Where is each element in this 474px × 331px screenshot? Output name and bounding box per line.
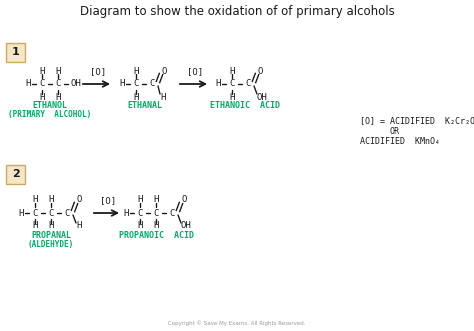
Text: H: H bbox=[25, 79, 31, 88]
Text: PROPANAL: PROPANAL bbox=[31, 230, 71, 240]
Text: ACIDIFIED  KMnO₄: ACIDIFIED KMnO₄ bbox=[360, 136, 440, 146]
Text: H: H bbox=[153, 221, 159, 230]
Text: OH: OH bbox=[256, 92, 267, 102]
Text: H: H bbox=[133, 67, 139, 75]
Text: H: H bbox=[119, 79, 125, 88]
Text: H: H bbox=[39, 92, 45, 102]
Text: O: O bbox=[257, 67, 263, 75]
Text: C: C bbox=[246, 79, 251, 88]
Text: H: H bbox=[137, 221, 143, 230]
Text: Diagram to show the oxidation of of primary alcohols: Diagram to show the oxidation of of prim… bbox=[80, 5, 394, 18]
FancyBboxPatch shape bbox=[7, 42, 26, 62]
Text: C: C bbox=[149, 79, 155, 88]
Text: C: C bbox=[133, 79, 139, 88]
Text: H: H bbox=[55, 92, 61, 102]
Text: C: C bbox=[64, 209, 70, 217]
Text: H: H bbox=[160, 92, 166, 102]
Text: H: H bbox=[39, 67, 45, 75]
Text: C: C bbox=[39, 79, 45, 88]
Text: C: C bbox=[137, 209, 143, 217]
Text: 2: 2 bbox=[12, 169, 20, 179]
Text: O: O bbox=[76, 196, 82, 205]
Text: OH: OH bbox=[181, 221, 191, 230]
Text: Copyright © Save My Exams. All Rights Reserved.: Copyright © Save My Exams. All Rights Re… bbox=[168, 320, 306, 326]
Text: H: H bbox=[133, 92, 139, 102]
Text: ETHANOIC  ACID: ETHANOIC ACID bbox=[210, 102, 280, 111]
Text: PROPANOIC  ACID: PROPANOIC ACID bbox=[119, 230, 194, 240]
Text: ETHANOL: ETHANOL bbox=[33, 102, 67, 111]
Text: C: C bbox=[169, 209, 175, 217]
Text: 1: 1 bbox=[12, 47, 20, 57]
Text: H: H bbox=[55, 67, 61, 75]
Text: ETHANAL: ETHANAL bbox=[128, 102, 163, 111]
Text: C: C bbox=[229, 79, 235, 88]
Text: H: H bbox=[229, 67, 235, 75]
Text: H: H bbox=[76, 221, 82, 230]
Text: H: H bbox=[18, 209, 24, 217]
Text: [O] = ACIDIFIED  K₂Cr₂O₇: [O] = ACIDIFIED K₂Cr₂O₇ bbox=[360, 117, 474, 125]
Text: H: H bbox=[123, 209, 128, 217]
Text: H: H bbox=[137, 196, 143, 205]
Text: [O]: [O] bbox=[100, 197, 116, 206]
Text: (ALDEHYDE): (ALDEHYDE) bbox=[28, 240, 74, 249]
FancyBboxPatch shape bbox=[7, 165, 26, 183]
Text: H: H bbox=[215, 79, 221, 88]
Text: H: H bbox=[229, 92, 235, 102]
Text: C: C bbox=[48, 209, 54, 217]
Text: [O]: [O] bbox=[90, 68, 106, 76]
Text: OH: OH bbox=[71, 79, 82, 88]
Text: OR: OR bbox=[390, 126, 400, 135]
Text: H: H bbox=[153, 196, 159, 205]
Text: [O]: [O] bbox=[187, 68, 203, 76]
Text: C: C bbox=[153, 209, 159, 217]
Text: O: O bbox=[182, 196, 187, 205]
Text: (PRIMARY  ALCOHOL): (PRIMARY ALCOHOL) bbox=[9, 111, 91, 119]
Text: H: H bbox=[48, 196, 54, 205]
Text: O: O bbox=[161, 67, 167, 75]
Text: C: C bbox=[55, 79, 61, 88]
Text: H: H bbox=[48, 221, 54, 230]
Text: H: H bbox=[32, 196, 38, 205]
Text: C: C bbox=[32, 209, 38, 217]
Text: H: H bbox=[32, 221, 38, 230]
